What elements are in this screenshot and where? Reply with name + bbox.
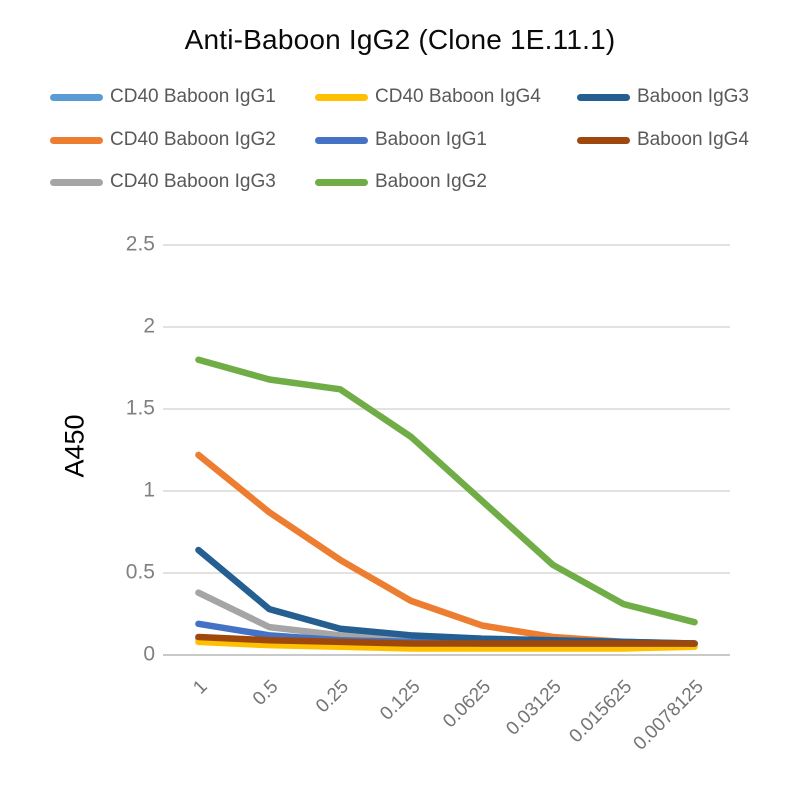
legend-item-cd40-baboon-igg3: CD40 Baboon IgG3 — [50, 172, 276, 192]
y-axis-tick-label: 2 — [143, 314, 155, 338]
legend-swatch-icon — [50, 136, 103, 144]
y-axis-tick-label: 0 — [143, 642, 155, 666]
legend-label: CD40 Baboon IgG1 — [110, 86, 276, 107]
legend-label: Baboon IgG2 — [375, 171, 487, 192]
series-line-cd40-baboon-igg2 — [195, 451, 698, 647]
y-axis-tick-label: 2.5 — [125, 232, 155, 256]
legend-swatch-icon — [577, 136, 630, 144]
series-line-baboon-igg4 — [195, 633, 698, 647]
legend-swatch-icon — [50, 93, 103, 101]
y-axis-title: A450 — [59, 414, 90, 478]
legend-label: CD40 Baboon IgG4 — [375, 86, 541, 107]
legend-item-baboon-igg1: Baboon IgG1 — [315, 130, 487, 150]
legend-item-cd40-baboon-igg2: CD40 Baboon IgG2 — [50, 130, 276, 150]
legend-label: CD40 Baboon IgG3 — [110, 171, 276, 192]
legend-item-cd40-baboon-igg1: CD40 Baboon IgG1 — [50, 87, 276, 107]
legend-swatch-icon — [315, 93, 368, 101]
legend-item-baboon-igg4: Baboon IgG4 — [577, 130, 749, 150]
legend-item-baboon-igg2: Baboon IgG2 — [315, 172, 487, 192]
y-axis-tick-label: 0.5 — [125, 560, 155, 584]
chart-legend: CD40 Baboon IgG1 CD40 Baboon IgG2 CD40 Bab… — [0, 0, 800, 210]
legend-label: CD40 Baboon IgG2 — [110, 129, 276, 150]
legend-item-cd40-baboon-igg4: CD40 Baboon IgG4 — [315, 87, 541, 107]
series-line-baboon-igg2 — [195, 356, 698, 626]
series-line-cd40-baboon-igg4 — [195, 638, 698, 652]
legend-label: Baboon IgG3 — [637, 86, 749, 107]
legend-item-baboon-igg3: Baboon IgG3 — [577, 87, 749, 107]
legend-label: Baboon IgG4 — [637, 129, 749, 150]
y-axis-tick-label: 1.5 — [125, 396, 155, 420]
legend-label: Baboon IgG1 — [375, 129, 487, 150]
y-axis-tick-label: 1 — [143, 478, 155, 502]
legend-swatch-icon — [50, 178, 103, 186]
legend-swatch-icon — [315, 136, 368, 144]
legend-swatch-icon — [315, 178, 368, 186]
legend-swatch-icon — [577, 93, 630, 101]
chart-title: Anti-Baboon IgG2 (Clone 1E.11.1) — [184, 24, 616, 55]
